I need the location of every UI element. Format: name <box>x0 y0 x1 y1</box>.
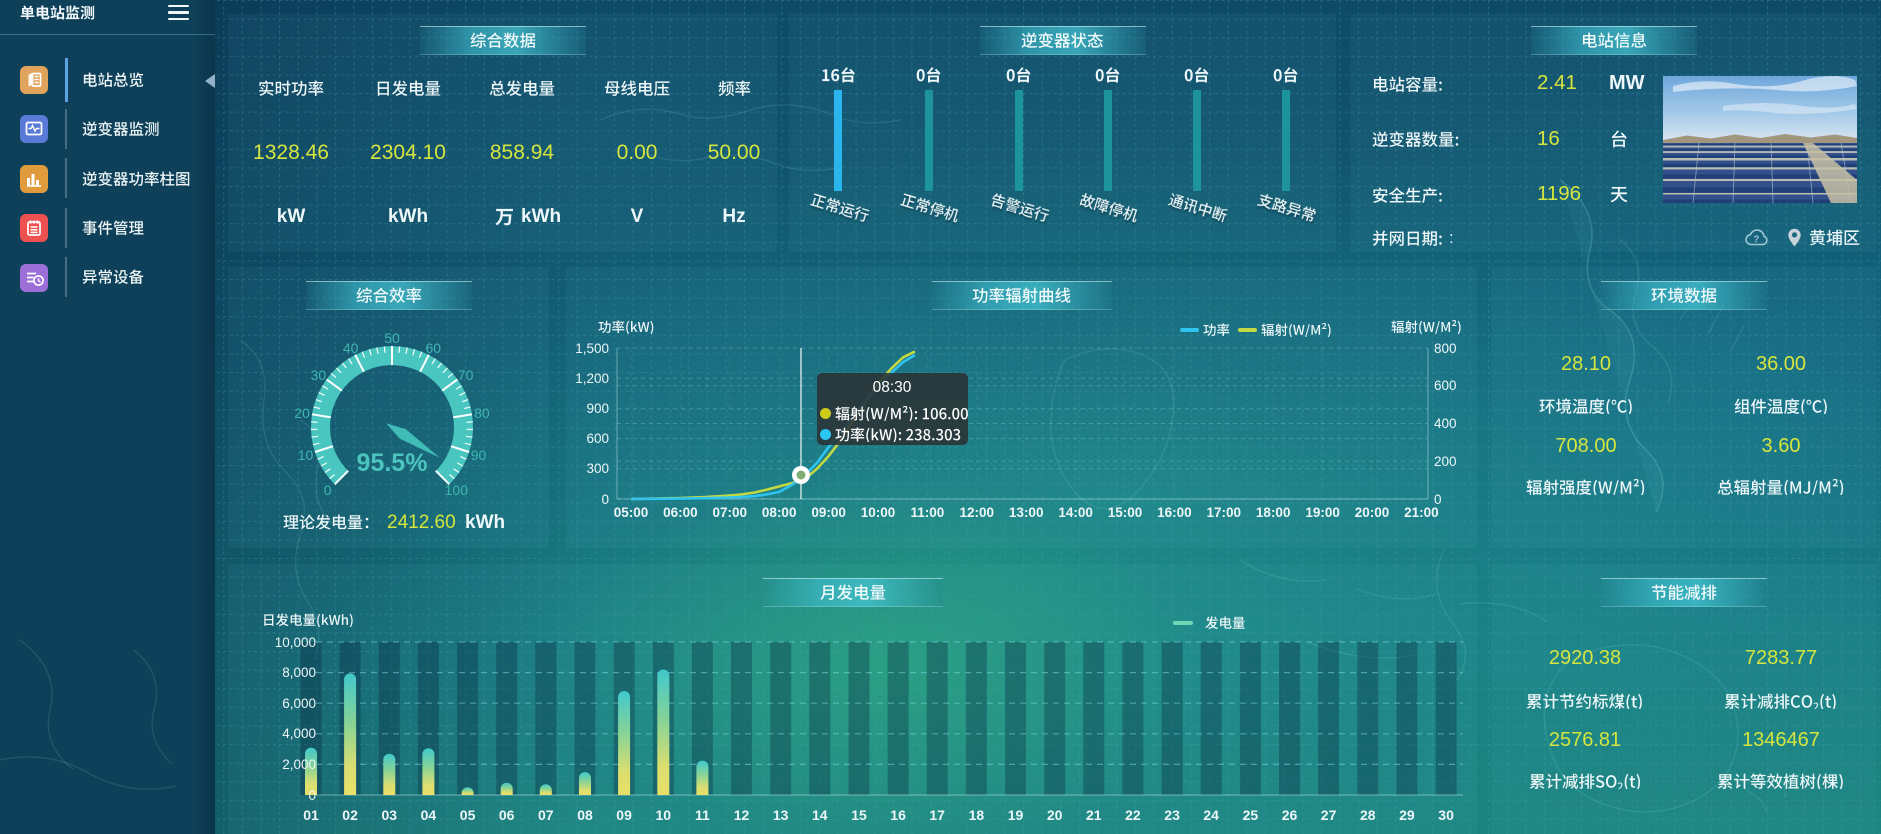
svg-text:?: ? <box>1754 234 1760 245</box>
